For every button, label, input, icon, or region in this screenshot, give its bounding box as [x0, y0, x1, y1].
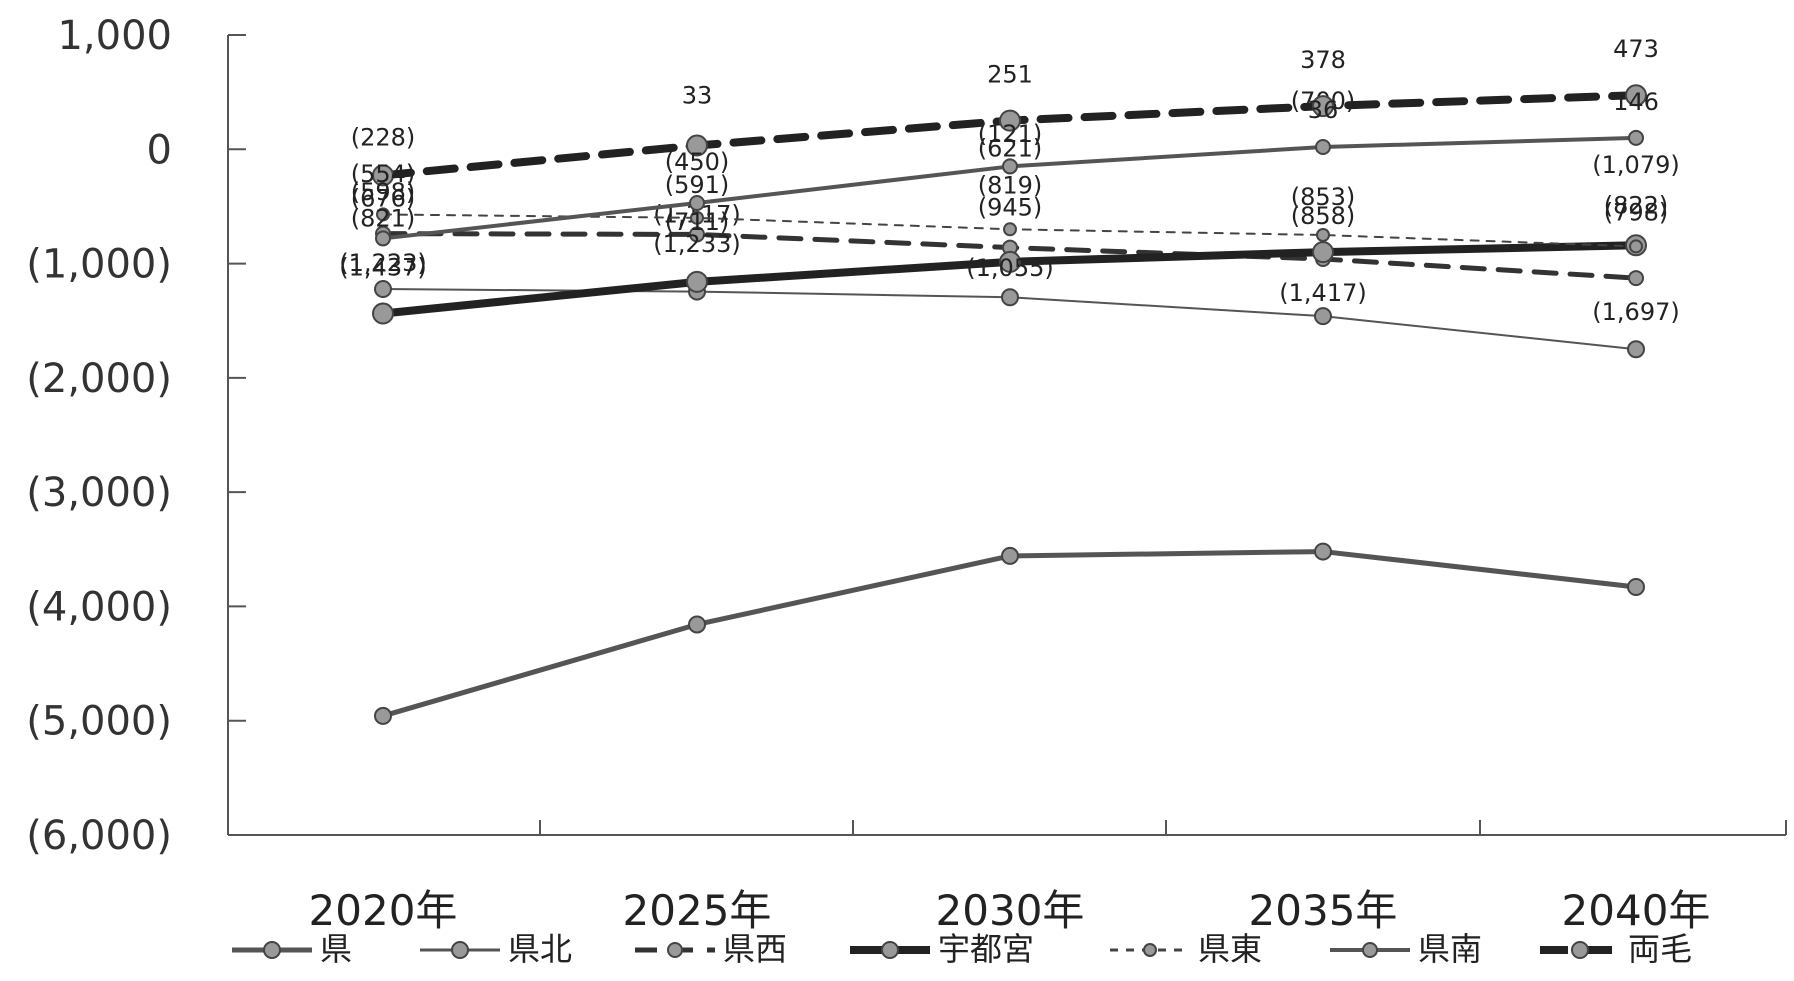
data-label: 33: [682, 82, 713, 110]
data-point: [1630, 240, 1642, 252]
data-point: [376, 231, 390, 245]
legend-item: 県北: [420, 930, 572, 968]
data-label: (1,437): [339, 254, 426, 282]
data-label: (798): [1604, 198, 1669, 226]
data-point: [1317, 229, 1329, 241]
legend-label: 宇都宮: [938, 930, 1034, 968]
legend-swatch-marker: [882, 942, 898, 958]
data-label: (711): [665, 208, 730, 236]
data-point: [375, 708, 391, 724]
data-label: 146: [1613, 88, 1659, 116]
legend-swatch-marker: [1572, 942, 1588, 958]
y-tick-label: (1,000): [26, 242, 172, 288]
legend-item: 宇都宮: [850, 930, 1034, 968]
data-label: 378: [1300, 46, 1346, 74]
data-label: (1,079): [1592, 151, 1679, 179]
data-point: [1315, 544, 1331, 560]
legend-label: 両毛: [1628, 930, 1692, 968]
y-tick-label: (5,000): [26, 699, 172, 745]
y-tick-label: 1,000: [57, 13, 172, 59]
data-point: [1313, 242, 1333, 262]
data-label: (1,417): [1279, 279, 1366, 307]
legend-swatch-marker: [1363, 943, 1377, 957]
y-tick-label: (6,000): [26, 813, 172, 859]
data-label: (1,055): [966, 254, 1053, 282]
data-label: (1,697): [1592, 298, 1679, 326]
data-label: (450): [665, 148, 730, 176]
data-point: [1629, 271, 1643, 285]
legend-label: 県東: [1198, 930, 1262, 968]
legend-swatch-marker: [1144, 944, 1156, 956]
data-label: 251: [987, 61, 1033, 89]
data-label: (819): [978, 171, 1043, 199]
x-tick-label: 2030年: [936, 886, 1085, 935]
data-point: [1315, 308, 1331, 324]
y-tick-label: (4,000): [26, 584, 172, 630]
data-point: [1004, 223, 1016, 235]
data-label: (121): [978, 120, 1043, 148]
legend-swatch-marker: [264, 942, 280, 958]
data-label: (853): [1291, 183, 1356, 211]
data-point: [1002, 289, 1018, 305]
legend-item: 県西: [635, 930, 787, 968]
data-point: [1629, 131, 1643, 145]
legend-label: 県北: [508, 930, 572, 968]
data-point: [687, 272, 707, 292]
data-label: (598): [351, 178, 416, 206]
y-tick-label: 0: [147, 127, 172, 173]
data-label: (228): [351, 123, 416, 151]
legend-item: 両毛: [1540, 930, 1692, 968]
data-point: [1002, 548, 1018, 564]
legend-swatch-marker: [452, 942, 468, 958]
x-tick-label: 2040年: [1562, 886, 1711, 935]
x-tick-label: 2020年: [309, 886, 458, 935]
series-line-0: [383, 552, 1636, 716]
x-tick-label: 2035年: [1249, 886, 1398, 935]
legend-item: 県東: [1110, 930, 1262, 968]
legend-swatch-marker: [668, 943, 682, 957]
legend-item: 県南: [1330, 930, 1482, 968]
legend-label: 県南: [1418, 930, 1482, 968]
x-tick-label: 2025年: [623, 886, 772, 935]
data-point: [375, 281, 391, 297]
y-tick-label: (2,000): [26, 356, 172, 402]
legend-label: 県西: [723, 930, 787, 968]
data-point: [1628, 579, 1644, 595]
data-point: [1316, 140, 1330, 154]
data-label: (821): [351, 204, 416, 232]
data-point: [689, 616, 705, 632]
data-point: [1628, 341, 1644, 357]
legend-label: 県: [320, 930, 352, 968]
y-tick-label: (3,000): [26, 470, 172, 516]
data-label: 36: [1308, 96, 1339, 124]
data-label: 473: [1613, 35, 1659, 63]
legend-item: 県: [232, 930, 352, 968]
data-point: [373, 304, 393, 324]
